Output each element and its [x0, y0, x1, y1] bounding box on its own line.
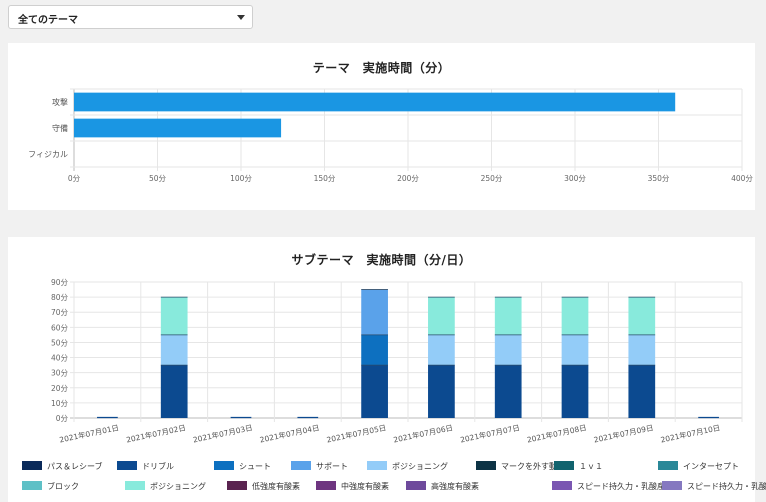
x-tick-label: 0分 — [68, 174, 81, 183]
legend-swatch — [22, 481, 42, 490]
legend-swatch — [117, 461, 137, 470]
stacked-bar-segment — [494, 334, 522, 366]
legend-label: シュート — [239, 462, 271, 471]
x-tick-label: 300分 — [564, 174, 586, 183]
y-tick-label: 20分 — [51, 384, 69, 393]
theme-chart-title: テーマ 実施時間（分） — [312, 61, 451, 75]
x-tick-label: 350分 — [648, 174, 670, 183]
x-tick-label: 150分 — [314, 174, 336, 183]
stacked-bar-segment — [428, 297, 455, 335]
x-tick-label: 2021年07月06日 — [392, 422, 453, 444]
x-tick-label: 2021年07月05日 — [326, 422, 387, 444]
legend-row: ブロック ポジショニング 低強度有酸素 中強度有酸素 高強度有酸素 スピード持久力・乳酸産… — [22, 479, 766, 499]
stacked-bar-segment — [160, 334, 188, 366]
stacked-bar-segment — [428, 365, 455, 418]
y-tick-label: 70分 — [51, 308, 69, 317]
legend-label: パス＆レシーブ — [47, 462, 103, 471]
x-tick-label: 2021年07月10日 — [660, 422, 721, 444]
subtheme-time-card: サブテーマ 実施時間（分/日） 0分 10分 20分 30分 40分 50分 60分 70分 8… — [8, 237, 766, 502]
y-tick-label: 40分 — [51, 354, 69, 363]
legend-row: パス＆レシーブ ドリブル シュート サポート ポジショニング マークを外す動き １ｖ１ インタ… — [22, 459, 742, 479]
y-tick-label: 守備 — [52, 123, 68, 133]
theme-filter-value: 全てのテーマ — [18, 15, 78, 26]
legend-label: スピード持久力・乳酸産生 — [577, 482, 673, 491]
legend-swatch — [22, 461, 42, 470]
x-tick-label: 2021年07月02日 — [125, 422, 186, 444]
legend-label: ブロック — [47, 482, 79, 491]
stacked-bar-segment — [628, 365, 656, 418]
stacked-bar-segment — [628, 297, 656, 335]
x-tick-label: 2021年07月01日 — [58, 422, 119, 444]
legend-swatch — [406, 481, 426, 490]
stacked-bar-segment — [428, 334, 455, 366]
x-tick-label: 50分 — [149, 174, 167, 183]
legend-swatch — [227, 481, 247, 490]
stacked-bar-segment — [361, 334, 388, 366]
x-tick-label: 400分 — [731, 174, 753, 183]
bar — [74, 92, 676, 112]
x-tick-label: 250分 — [481, 174, 503, 183]
stacked-bar-segment — [160, 297, 188, 335]
y-tick-label: 90分 — [51, 278, 69, 287]
x-tick-label: 100分 — [230, 174, 252, 183]
legend-swatch — [552, 481, 572, 490]
legend-swatch — [658, 461, 678, 470]
legend-label: ポジショニング — [150, 482, 206, 491]
legend-swatch — [214, 461, 234, 470]
y-tick-label: 10分 — [51, 399, 69, 408]
stacked-bar-segment — [561, 334, 589, 366]
legend-label: マークを外す動き — [501, 462, 565, 471]
stacked-bar-segment — [361, 289, 388, 335]
legend-swatch — [291, 461, 311, 470]
y-tick-label: フィジカル — [28, 150, 68, 159]
stacked-bar-segment — [561, 365, 589, 418]
x-tick-label: 2021年07月03日 — [192, 422, 253, 444]
stacked-bar-segment — [628, 334, 656, 366]
legend-swatch — [125, 481, 145, 490]
chart-legend: パス＆レシーブ ドリブル シュート サポート ポジショニング マークを外す動き １ｖ１ インタ… — [22, 459, 766, 499]
bar — [74, 118, 282, 138]
legend-label: インターセプト — [683, 462, 739, 471]
stacked-bar-segment — [160, 365, 188, 418]
legend-label: スピード持久力・乳酸耐性 — [687, 482, 766, 491]
subtheme-chart-title: サブテーマ 実施時間（分/日） — [291, 253, 472, 267]
legend-label: 低強度有酸素 — [252, 482, 300, 491]
y-tick-label: 攻撃 — [52, 97, 68, 107]
legend-swatch — [554, 461, 574, 470]
x-tick-label: 2021年07月04日 — [259, 422, 320, 444]
legend-label: １ｖ１ — [579, 462, 603, 471]
legend-label: 中強度有酸素 — [341, 482, 389, 491]
y-tick-label: 30分 — [51, 369, 69, 378]
y-tick-label: 0分 — [56, 414, 69, 423]
stacked-bar-segment — [361, 365, 388, 418]
x-tick-label: 200分 — [397, 174, 419, 183]
legend-label: ドリブル — [142, 462, 174, 471]
legend-swatch — [662, 481, 682, 490]
stacked-bar-segment — [494, 365, 522, 418]
stacked-bar-segment — [494, 297, 522, 335]
theme-time-card: テーマ 実施時間（分） 0分 50分 100分 150分 200分 250分 300分 350… — [8, 43, 755, 210]
x-tick-label: 2021年07月07日 — [459, 422, 520, 444]
y-tick-label: 50分 — [51, 338, 69, 347]
legend-swatch — [367, 461, 387, 470]
x-tick-label: 2021年07月08日 — [526, 422, 587, 444]
subtheme-time-chart: 0分 10分 20分 30分 40分 50分 60分 70分 80分 90分 2021年07月01日… — [51, 278, 743, 445]
legend-label: サポート — [316, 462, 348, 471]
chevron-down-icon — [237, 15, 245, 20]
theme-filter-select[interactable]: 全てのテーマ — [8, 5, 253, 29]
y-tick-label: 60分 — [51, 323, 69, 332]
legend-label: ポジショニング — [392, 462, 448, 471]
theme-time-chart: 0分 50分 100分 150分 200分 250分 300分 350分 400分 攻撃守備フィジ… — [28, 88, 753, 183]
x-tick-label: 2021年07月09日 — [593, 422, 654, 444]
legend-swatch — [476, 461, 496, 470]
y-tick-label: 80分 — [51, 293, 69, 302]
legend-swatch — [316, 481, 336, 490]
stacked-bar-segment — [561, 297, 589, 335]
legend-label: 高強度有酸素 — [431, 482, 479, 491]
